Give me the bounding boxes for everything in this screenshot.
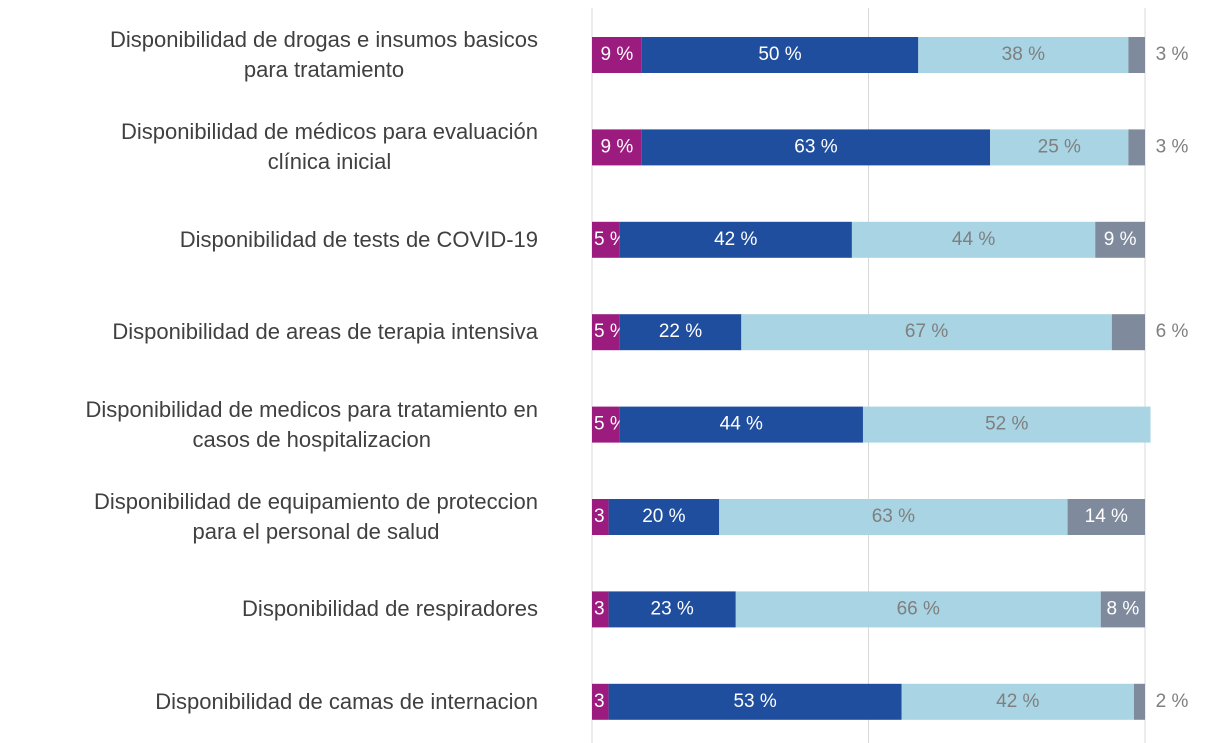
data-label: 23 % — [651, 598, 694, 619]
bar-segment — [990, 129, 1129, 166]
category-label: Disponibilidad de médicos para evaluació… — [120, 119, 538, 175]
data-label: 38 % — [1002, 44, 1045, 65]
data-label: 6 % — [1156, 321, 1189, 342]
bar-segment — [741, 314, 1112, 351]
data-label: 63 % — [794, 136, 837, 157]
bar-segment — [735, 591, 1101, 628]
bar-segment — [901, 683, 1134, 720]
bar-segment — [1100, 591, 1145, 628]
bar-segment — [719, 499, 1068, 535]
bar-segment — [592, 406, 620, 443]
bar-segment — [592, 37, 642, 73]
data-label: 42 % — [714, 229, 757, 250]
data-label: 52 % — [985, 414, 1028, 435]
bar-segment — [608, 499, 720, 535]
bar-segment — [619, 221, 852, 258]
data-label: 5 % — [594, 321, 627, 342]
data-label: 5 % — [594, 229, 627, 250]
bar-segment — [1067, 499, 1145, 535]
bar-segment — [608, 591, 736, 628]
category-label: Disponibilidad de medicos para tratamien… — [85, 396, 538, 452]
bar-segment — [1111, 314, 1145, 351]
data-label: 3 % — [1156, 44, 1189, 65]
bar-segment — [619, 314, 742, 351]
category-label: Disponibilidad de camas de internacion — [155, 688, 538, 714]
bar-segment — [641, 129, 991, 166]
category-label: Disponibilidad de tests de COVID-19 — [179, 226, 538, 252]
bar-segment — [1133, 683, 1145, 720]
bar-segment — [1095, 221, 1145, 258]
data-label: 63 % — [872, 506, 915, 527]
category-label: Disponibilidad de areas de terapia inten… — [112, 319, 538, 345]
bar-segment — [851, 221, 1096, 258]
data-label: 5 % — [594, 414, 627, 435]
data-label: 22 % — [659, 321, 702, 342]
data-label: 50 % — [758, 44, 801, 65]
data-label: 66 % — [897, 598, 940, 619]
data-label: 9 % — [601, 136, 634, 157]
data-label: 8 % — [1107, 598, 1140, 619]
bar-segment — [592, 591, 609, 628]
data-label: 20 % — [642, 506, 685, 527]
bar-segment — [592, 499, 609, 535]
bar-segment — [608, 683, 902, 720]
bar-segment — [862, 406, 1151, 443]
category-label: Disponibilidad de equipamiento de protec… — [94, 489, 538, 544]
bar-segment — [592, 314, 620, 351]
data-label: 67 % — [905, 321, 948, 342]
bar-segment — [918, 37, 1129, 73]
bar-segment — [1128, 129, 1145, 166]
data-label: 9 % — [601, 44, 634, 65]
data-label: 14 % — [1085, 506, 1128, 527]
category-label: Disponibilidad de respiradores — [242, 596, 538, 622]
data-label: 44 % — [952, 229, 995, 250]
category-label: Disponibilidad de drogas e insumos basic… — [109, 27, 538, 82]
data-label: 3 % — [1156, 136, 1189, 157]
bar-segment — [641, 37, 919, 73]
data-label: 25 % — [1038, 136, 1081, 157]
bar-segment — [619, 406, 863, 443]
data-label: 9 % — [1104, 229, 1137, 250]
bar-segment — [1128, 37, 1145, 73]
data-label: 53 % — [733, 691, 776, 712]
data-label: 42 % — [996, 691, 1039, 712]
bar-segment — [592, 683, 609, 720]
bar-segment — [592, 129, 642, 166]
data-label: 44 % — [720, 414, 763, 435]
bar-segment — [592, 221, 620, 258]
data-label: 2 % — [1156, 691, 1189, 712]
